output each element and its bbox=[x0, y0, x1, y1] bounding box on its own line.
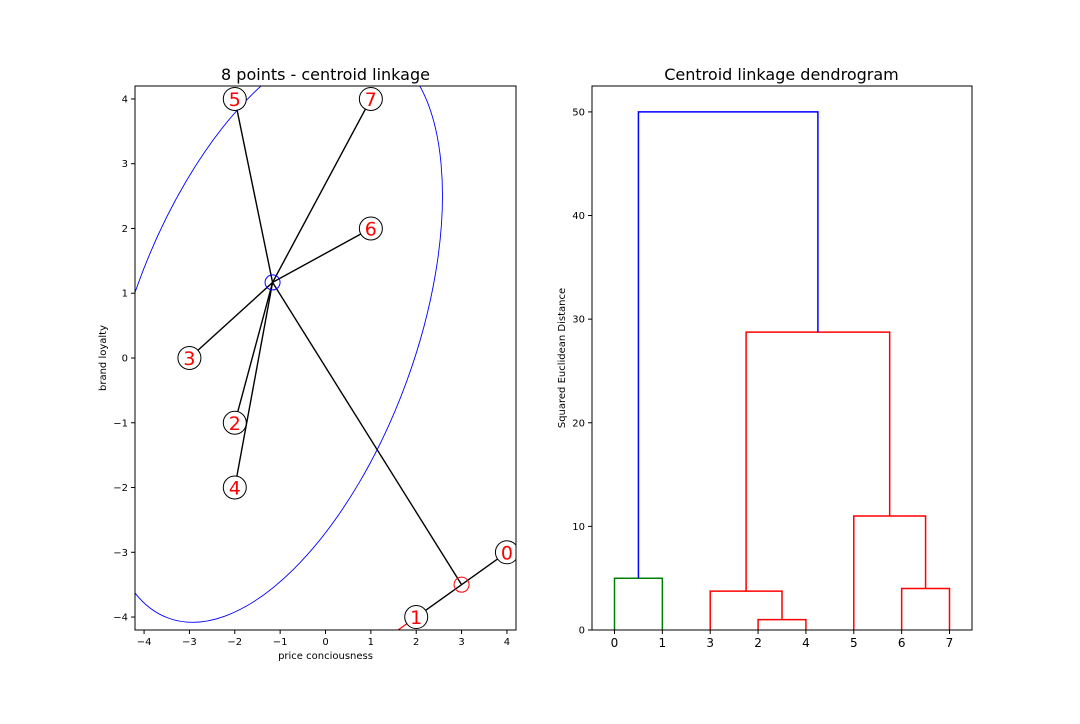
dendrogram-link bbox=[900, 587, 951, 630]
member-line bbox=[188, 281, 274, 359]
dendrogram-ylabel: Squared Euclidean Distance bbox=[557, 288, 568, 428]
y-tick-label: 50 bbox=[572, 107, 585, 118]
y-tick-label: 30 bbox=[572, 315, 585, 326]
y-tick-label: 10 bbox=[572, 522, 585, 533]
y-tick-label: 3 bbox=[122, 159, 128, 170]
point-label: 1 bbox=[410, 607, 422, 629]
point-marker bbox=[177, 346, 202, 370]
dendrogram-clip bbox=[613, 111, 951, 630]
y-tick-label: −2 bbox=[113, 483, 128, 494]
y-tick-label: 40 bbox=[572, 211, 585, 222]
member-line bbox=[234, 98, 274, 283]
y-tick-label: 0 bbox=[579, 626, 585, 637]
leaf-label: 7 bbox=[946, 636, 954, 650]
point-marker bbox=[222, 475, 247, 500]
point-marker bbox=[494, 540, 516, 565]
member-line bbox=[234, 282, 274, 488]
leaf-label: 2 bbox=[754, 636, 762, 650]
point-label: 3 bbox=[183, 348, 195, 370]
x-tick-label: −4 bbox=[137, 637, 152, 648]
scatter-ticks: −4 −3 −2 −1 0 1 2 3 4 −4 −3 −2 −1 0 1 2 3 4 bbox=[113, 94, 510, 648]
point-marker bbox=[358, 216, 383, 241]
dendrogram-link bbox=[853, 515, 927, 630]
point-label: 2 bbox=[229, 413, 241, 435]
point-label: 6 bbox=[365, 218, 377, 240]
x-tick-label: −1 bbox=[273, 637, 288, 648]
x-tick-label: 4 bbox=[504, 637, 510, 648]
x-tick-label: −2 bbox=[227, 637, 242, 648]
y-tick-label: −4 bbox=[113, 613, 128, 624]
centroid-marker bbox=[264, 274, 281, 291]
leaf-label: 5 bbox=[850, 636, 858, 650]
scatter-title: 8 points - centroid linkage bbox=[221, 65, 430, 84]
y-tick-label: 2 bbox=[122, 224, 128, 235]
x-tick-label: 2 bbox=[413, 637, 419, 648]
leaf-label: 6 bbox=[898, 636, 906, 650]
dendrogram-plot-area bbox=[613, 111, 951, 630]
x-tick-label: 1 bbox=[368, 637, 374, 648]
leaf-label: 0 bbox=[611, 636, 619, 650]
x-tick-label: −3 bbox=[182, 637, 197, 648]
point-label: 4 bbox=[229, 478, 241, 500]
member-line bbox=[234, 282, 274, 423]
dendrogram-link bbox=[709, 590, 783, 630]
dendrogram-axes-frame bbox=[591, 85, 973, 631]
dendrogram-link bbox=[757, 618, 807, 630]
centroid-marker bbox=[453, 576, 470, 593]
point-marker bbox=[358, 86, 383, 111]
scatter-ylabel: brand loyalty bbox=[98, 325, 109, 391]
cluster-ellipse bbox=[135, 86, 443, 623]
scatter-clip: 0 1 2 3 4 5 6 7 bbox=[135, 86, 516, 630]
leaf-label: 1 bbox=[659, 636, 667, 650]
point-label: 7 bbox=[365, 89, 377, 111]
leaf-label: 3 bbox=[706, 636, 714, 650]
y-tick-label: 20 bbox=[572, 418, 585, 429]
point-label: 5 bbox=[229, 89, 241, 111]
y-tick-label: −1 bbox=[113, 418, 128, 429]
dendrogram-link bbox=[637, 111, 819, 579]
dendrogram-title: Centroid linkage dendrogram bbox=[664, 65, 898, 84]
centroid-link-line bbox=[271, 282, 463, 586]
scatter-plot-area: 0 1 2 3 4 5 6 7 bbox=[135, 86, 516, 630]
dendrogram-ticks: 0 1 3 2 4 5 6 7 0 10 20 30 40 50 bbox=[572, 107, 953, 650]
y-tick-label: 4 bbox=[122, 94, 128, 105]
y-tick-label: 0 bbox=[122, 354, 128, 365]
dendrogram-link bbox=[613, 577, 664, 630]
point-marker bbox=[222, 86, 247, 111]
y-tick-label: 1 bbox=[122, 289, 128, 300]
point-marker bbox=[404, 605, 429, 630]
y-tick-label: −3 bbox=[113, 548, 128, 559]
dendrogram-link bbox=[745, 331, 891, 592]
leaf-label: 4 bbox=[802, 636, 810, 650]
x-tick-label: 0 bbox=[322, 637, 328, 648]
x-tick-label: 3 bbox=[458, 637, 464, 648]
scatter-xlabel: price conciousness bbox=[278, 651, 373, 662]
point-label: 0 bbox=[501, 542, 513, 564]
member-line bbox=[272, 227, 372, 284]
point-marker bbox=[222, 410, 247, 435]
member-line bbox=[271, 98, 372, 283]
